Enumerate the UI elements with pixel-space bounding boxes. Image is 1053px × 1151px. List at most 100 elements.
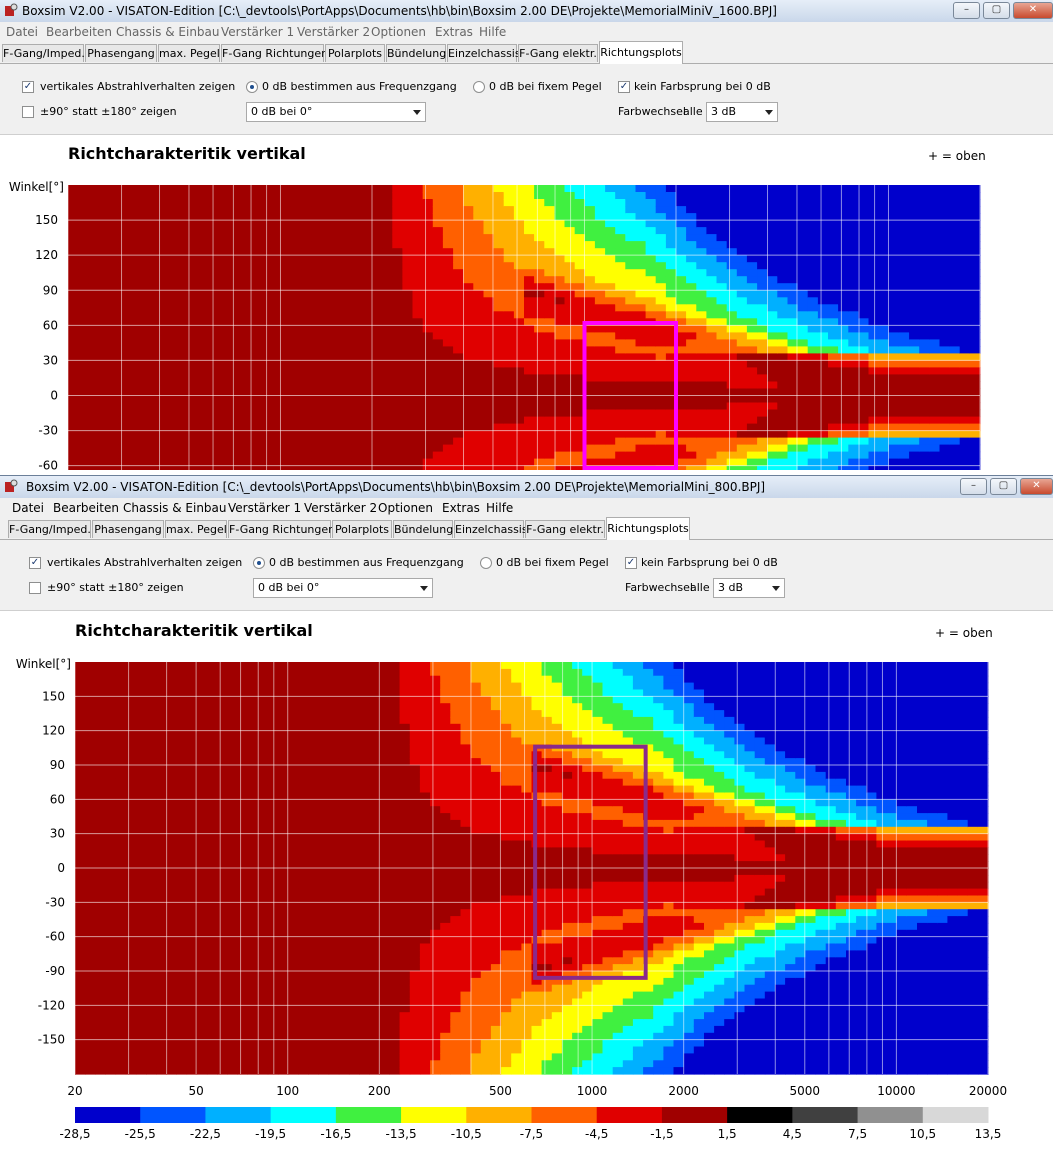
heatmap-cell: [767, 269, 778, 277]
heatmap-cell: [261, 192, 272, 200]
heatmap-cell: [473, 290, 484, 298]
heatmap-cell: [332, 332, 343, 340]
heatmap-cell: [524, 185, 535, 193]
heatmap-cell: [271, 241, 282, 249]
heatmap-cell: [176, 861, 187, 869]
heatmap-cell: [777, 396, 788, 404]
heatmap-cell: [250, 459, 261, 467]
heatmap-cell: [105, 957, 116, 965]
heatmap-cell: [301, 227, 312, 235]
heatmap-cell: [848, 459, 859, 467]
heatmap-cell: [85, 950, 96, 958]
heatmap-cell: [78, 248, 89, 256]
heatmap-cell: [119, 227, 130, 235]
heatmap-cell: [950, 185, 961, 193]
heatmap-cell: [899, 360, 910, 368]
heatmap-cell: [109, 290, 120, 298]
heatmap-cell: [109, 353, 120, 361]
heatmap-cell: [237, 820, 248, 828]
heatmap-cell: [747, 290, 758, 298]
heatmap-cell: [109, 311, 120, 319]
heatmap-cell: [494, 185, 505, 193]
heatmap-cell: [85, 1019, 96, 1027]
heatmap-cell: [950, 325, 961, 333]
heatmap-cell: [919, 234, 930, 242]
heatmap-cell: [261, 410, 272, 418]
heatmap-cell: [197, 923, 208, 931]
heatmap-cell: [919, 241, 930, 249]
heatmap-cell: [311, 227, 322, 235]
heatmap-cell: [747, 227, 758, 235]
heatmap-cell: [382, 360, 393, 368]
heatmap-cell: [197, 1005, 208, 1013]
heatmap-cell: [166, 738, 177, 746]
heatmap-cell: [848, 374, 859, 382]
heatmap-cell: [929, 382, 940, 390]
heatmap-cell: [190, 185, 201, 193]
heatmap-cell: [207, 676, 218, 684]
heatmap-cell: [281, 367, 292, 375]
heatmap-cell: [126, 676, 137, 684]
heatmap-cell: [504, 220, 515, 228]
heatmap-cell: [200, 339, 211, 347]
heatmap-cell: [200, 227, 211, 235]
heatmap-cell: [696, 213, 707, 221]
heatmap-cell: [311, 382, 322, 390]
heatmap-cell: [227, 731, 238, 739]
heatmap-cell: [919, 185, 930, 193]
heatmap-cell: [207, 944, 218, 952]
heatmap-cell: [372, 311, 383, 319]
heatmap-cells: [68, 185, 981, 470]
heatmap-cell: [75, 696, 86, 704]
heatmap-cell: [889, 206, 900, 214]
heatmap-cell: [169, 185, 180, 193]
heatmap-cell: [75, 841, 86, 849]
heatmap-cell: [392, 206, 403, 214]
heatmap-cell: [848, 353, 859, 361]
heatmap-cell: [352, 374, 363, 382]
heatmap-cell: [271, 374, 282, 382]
heatmap-cell: [940, 325, 951, 333]
heatmap-cell: [281, 276, 292, 284]
heatmap-cell: [514, 459, 525, 467]
heatmap-cell: [139, 431, 150, 439]
heatmap-cell: [453, 431, 464, 439]
heatmap-cell: [554, 269, 565, 277]
heatmap-cell: [777, 220, 788, 228]
heatmap-cell: [109, 276, 120, 284]
heatmap-cell: [463, 185, 474, 193]
heatmap-cell: [190, 262, 201, 270]
heatmap-cell: [818, 241, 829, 249]
heatmap-cell: [473, 276, 484, 284]
heatmap-cell: [636, 185, 647, 193]
heatmap-cell: [109, 438, 120, 446]
heatmap-cell: [159, 452, 170, 460]
heatmap-cell: [78, 185, 89, 193]
heatmap-cell: [200, 431, 211, 439]
heatmap-cell: [929, 374, 940, 382]
heatmap-cell: [217, 985, 228, 993]
heatmap-cell: [950, 438, 961, 446]
heatmap-cell: [250, 248, 261, 256]
heatmap-cell: [909, 332, 920, 340]
heatmap-cell: [970, 360, 981, 368]
heatmap-cell: [717, 290, 728, 298]
heatmap-cell: [473, 459, 484, 467]
heatmap-cell: [248, 882, 259, 890]
heatmap-cell: [666, 227, 677, 235]
heatmap-cell: [666, 241, 677, 249]
heatmap-cell: [197, 868, 208, 876]
heatmap-cell: [524, 262, 535, 270]
heatmap-cell: [423, 410, 434, 418]
heatmap-cell: [960, 269, 971, 277]
heatmap-cell: [494, 360, 505, 368]
heatmap-cell: [207, 909, 218, 917]
heatmap-cell: [136, 751, 147, 759]
heatmap-cell: [686, 241, 697, 249]
heatmap-cell: [321, 438, 332, 446]
heatmap-cell: [166, 710, 177, 718]
heatmap-cell: [879, 234, 890, 242]
heatmap-cell: [737, 283, 748, 291]
heatmap-cell: [227, 710, 238, 718]
heatmap-cell: [717, 213, 728, 221]
